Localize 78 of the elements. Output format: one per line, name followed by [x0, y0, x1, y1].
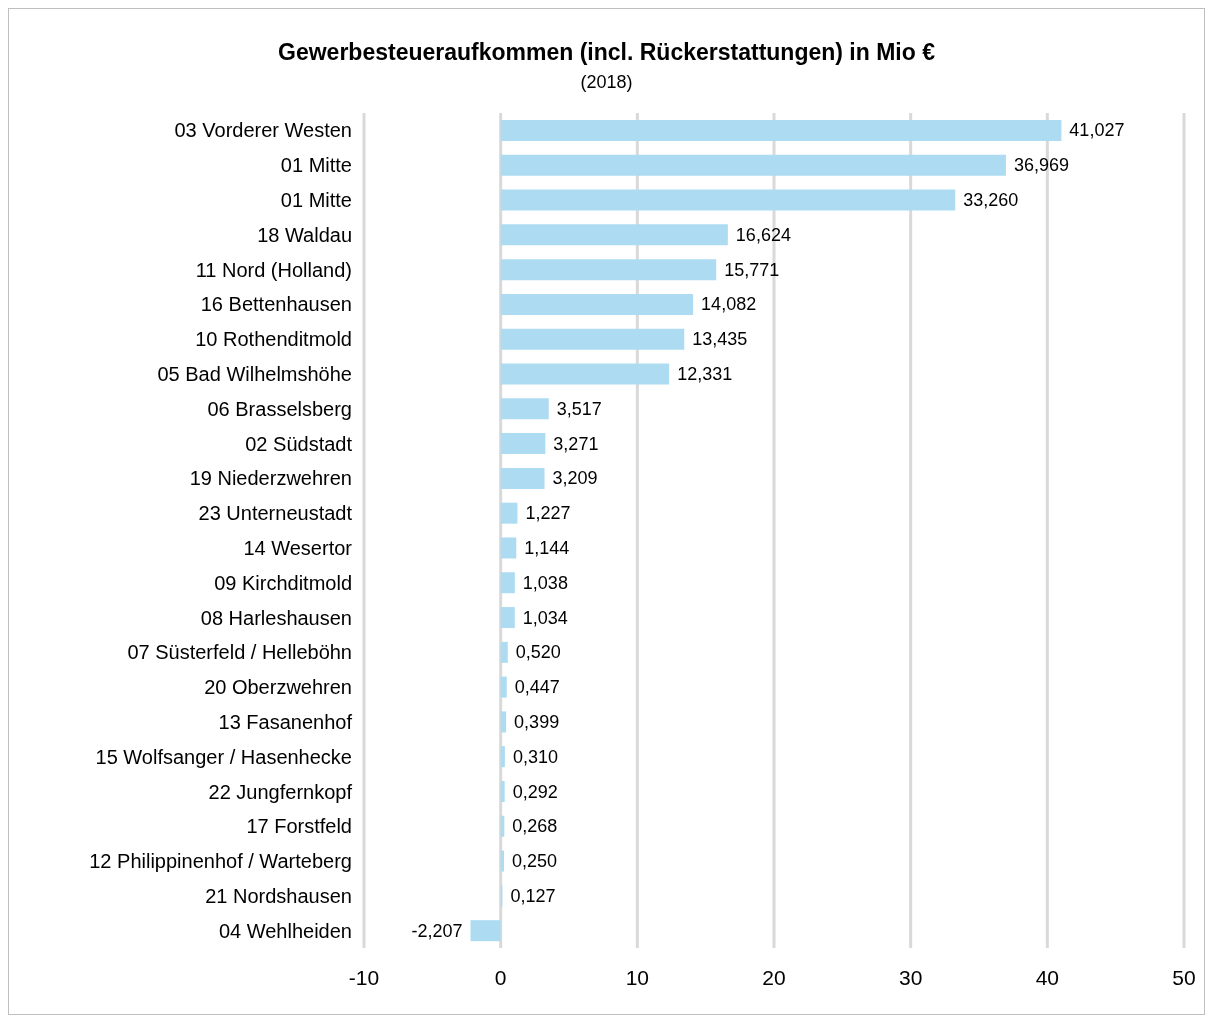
data-label: 36,969 [1013, 155, 1069, 176]
bar [500, 293, 694, 315]
bar [500, 537, 517, 559]
data-label: 0,250 [512, 851, 558, 872]
chart-title: Gewerbesteueraufkommen (incl. Rückerstattungen) in Mio € [277, 39, 936, 66]
bar [470, 920, 501, 942]
x-tick-label: 40 [1035, 965, 1060, 989]
y-tick-label: 14 Wesertor [243, 537, 353, 559]
bar [500, 154, 1006, 176]
x-tick-label: 10 [625, 965, 650, 989]
bar [500, 259, 717, 281]
data-label: 0,310 [512, 746, 558, 767]
y-tick-label: 21 Nordshausen [205, 884, 352, 907]
bar [500, 433, 546, 455]
y-tick-label: 09 Kirchditmold [214, 571, 352, 594]
data-label: 1,038 [522, 572, 568, 593]
data-label: 1,227 [525, 503, 571, 524]
y-tick-label: 01 Mitte [280, 189, 352, 212]
data-label: 0,520 [515, 642, 561, 663]
y-tick-label: 23 Unterneustadt [198, 502, 353, 525]
bar [500, 189, 956, 211]
y-tick-label: 15 Wolfsanger / Hasenhecke [95, 745, 352, 768]
y-tick-label: 08 Harleshausen [200, 606, 352, 629]
bar [500, 502, 518, 524]
y-tick-label: 12 Philippinenhof / Warteberg [89, 850, 352, 873]
x-tick-label: 50 [1172, 965, 1196, 989]
data-label: 0,292 [512, 781, 558, 802]
y-tick-label: 11 Nord (Holland) [195, 258, 352, 281]
bar [500, 119, 1062, 141]
data-label: 3,517 [556, 398, 602, 419]
y-tick-label: 04 Wehlheiden [218, 919, 352, 942]
y-tick-label: 02 Südstadt [245, 432, 353, 455]
data-label: 13,435 [692, 329, 748, 350]
data-label: 14,082 [701, 294, 757, 315]
bar [500, 363, 670, 385]
y-tick-label: 10 Rothenditmold [195, 328, 352, 351]
y-tick-label: 01 Mitte [280, 154, 352, 177]
bar [500, 328, 685, 350]
bar [500, 746, 505, 768]
data-label: 12,331 [677, 364, 733, 384]
x-tick-label: -10 [348, 965, 380, 989]
data-label: 0,447 [514, 677, 560, 698]
bar [500, 607, 515, 629]
data-label: 0,268 [512, 816, 558, 837]
data-label: 33,260 [963, 190, 1019, 211]
bar [500, 711, 507, 733]
x-tick-label: 30 [898, 965, 923, 989]
y-tick-label: 07 Süsterfeld / Helleböhn [127, 641, 352, 664]
y-tick-label: 22 Jungfernkopf [208, 780, 353, 803]
y-tick-label: 03 Vorderer Westen [174, 119, 352, 142]
y-tick-label: 16 Bettenhausen [200, 293, 352, 316]
bar [500, 676, 507, 698]
bar [500, 781, 505, 802]
data-label: 1,034 [522, 607, 568, 628]
data-label: 3,271 [553, 433, 599, 454]
y-tick-label: 19 Niederzwehren [189, 467, 352, 490]
bar [500, 641, 508, 663]
x-tick-label: 20 [762, 965, 786, 989]
data-label: 0,399 [514, 711, 560, 732]
data-label: 15,771 [724, 259, 780, 280]
y-tick-label: 17 Forstfeld [246, 815, 352, 838]
data-label: -2,207 [411, 920, 463, 941]
data-label: 16,624 [735, 224, 791, 245]
y-tick-label: 05 Bad Wilhelmshöhe [157, 363, 352, 386]
data-label: 3,209 [552, 468, 598, 489]
data-label: 1,144 [524, 537, 570, 558]
bar [500, 224, 728, 246]
y-tick-label: 13 Fasanenhof [218, 710, 353, 733]
y-tick-label: 20 Oberzwehren [204, 676, 352, 699]
y-tick-label: 18 Waldau [257, 223, 352, 246]
data-label: 0,127 [510, 885, 556, 906]
x-tick-label: 0 [494, 965, 507, 989]
data-label: 41,027 [1069, 120, 1125, 141]
chart-subtitle: (2018) [579, 72, 634, 93]
bar [500, 467, 545, 489]
bar [500, 398, 549, 420]
y-tick-label: 06 Brasselsberg [207, 397, 352, 420]
bar [500, 572, 515, 594]
